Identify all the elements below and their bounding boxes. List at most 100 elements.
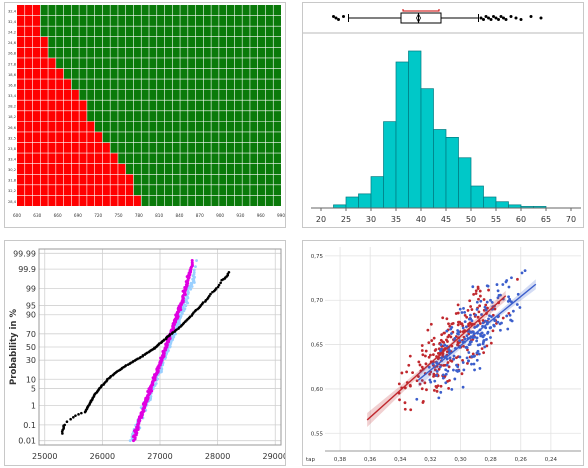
scatter-point bbox=[462, 306, 465, 310]
scatter-point bbox=[417, 360, 421, 364]
scatter-point bbox=[437, 367, 441, 371]
scatter-point bbox=[489, 341, 493, 345]
probability-point-black bbox=[171, 331, 174, 334]
heatmap-red-segment bbox=[17, 26, 41, 37]
histogram-x-tick-label: 60 bbox=[516, 215, 526, 224]
scatter-point bbox=[461, 324, 465, 328]
probability-x-tick-label: 28000 bbox=[205, 452, 230, 461]
boxplot-outlier-point bbox=[342, 15, 345, 18]
scatter-point bbox=[458, 307, 462, 311]
probability-point-black bbox=[72, 415, 75, 419]
scatter-point bbox=[489, 336, 492, 339]
heatmap-x-tick-label: 900 bbox=[216, 213, 224, 218]
scatter-point bbox=[523, 269, 527, 273]
scatter-point bbox=[441, 340, 444, 344]
scatter-y-tick-label: 0,70 bbox=[311, 298, 324, 304]
scatter-point bbox=[403, 407, 407, 411]
histogram-bar bbox=[395, 61, 409, 209]
scatter-x-tick-label: 0,32 bbox=[424, 457, 436, 463]
scatter-point bbox=[483, 305, 487, 309]
scatter-point bbox=[439, 390, 443, 394]
scatter-point bbox=[472, 292, 476, 296]
red-confidence-band bbox=[367, 290, 506, 427]
boxplot-outlier-point bbox=[492, 15, 495, 18]
scatter-point bbox=[506, 327, 510, 331]
scatter-x-tick-label: 0,38 bbox=[334, 457, 347, 463]
scatter-point bbox=[470, 340, 473, 344]
scatter-point bbox=[467, 351, 471, 354]
scatter-point bbox=[464, 325, 468, 329]
scatter-point bbox=[407, 363, 411, 367]
scatter-point bbox=[445, 363, 449, 367]
scatter-point bbox=[445, 350, 449, 354]
scatter-point bbox=[467, 359, 470, 363]
scatter-point bbox=[449, 335, 453, 339]
boxplot-outlier-point bbox=[479, 16, 483, 20]
histogram-bar bbox=[470, 185, 484, 209]
histogram-x-tick-label: 55 bbox=[491, 215, 501, 224]
probability-point-black bbox=[65, 420, 69, 424]
heatmap-row-label: 27,8 bbox=[8, 62, 17, 66]
scatter-point bbox=[484, 308, 488, 312]
scatter-x-axis-label: tap bbox=[306, 457, 316, 463]
scatter-point bbox=[431, 353, 435, 357]
scatter-point bbox=[469, 305, 473, 308]
scatter-point bbox=[445, 329, 449, 333]
heatmap-row-label: 18,6 bbox=[8, 73, 17, 77]
scatter-point bbox=[478, 343, 482, 347]
scatter-point bbox=[497, 294, 501, 297]
probability-y-tick-label: 70 bbox=[26, 330, 36, 339]
scatter-point bbox=[432, 372, 436, 376]
probability-point-lightblue bbox=[195, 259, 198, 262]
scatter-point bbox=[443, 343, 447, 347]
probability-x-tick-label: 25000 bbox=[32, 452, 57, 461]
probability-point-black bbox=[124, 364, 128, 367]
panel-histogram-chart: 20 25 30 35 40 45 50 55 60 65 70 bbox=[302, 2, 584, 228]
scatter-point bbox=[476, 315, 480, 319]
scatter-point bbox=[442, 363, 445, 367]
heatmap-x-tick-label: 870 bbox=[196, 213, 204, 218]
scatter-point bbox=[428, 378, 432, 382]
heatmap-chart: 32,4 32,4 24,2 24,6 26,8 27,8 18,6 16,8 33,4 28,2… bbox=[8, 5, 285, 218]
probability-point-lightblue bbox=[189, 281, 193, 285]
scatter-point bbox=[418, 363, 422, 367]
scatter-point bbox=[482, 340, 485, 344]
probability-y-tick-label: 1 bbox=[31, 402, 36, 411]
scatter-point bbox=[445, 357, 449, 361]
scatter-point bbox=[435, 361, 439, 365]
scatter-point bbox=[417, 375, 420, 378]
scatter-point bbox=[444, 372, 448, 376]
probability-point-black bbox=[219, 281, 222, 285]
heatmap-x-tick-label: 990 bbox=[277, 213, 285, 218]
probability-point-lightblue bbox=[192, 268, 196, 272]
scatter-point bbox=[471, 285, 475, 289]
probability-point-lightblue bbox=[194, 265, 197, 269]
scatter-point bbox=[500, 321, 503, 325]
probability-y-axis-label: Probability in % bbox=[9, 309, 19, 385]
probability-y-tick-label: 99 bbox=[26, 284, 36, 293]
scatter-point bbox=[457, 320, 460, 324]
histogram-bar bbox=[458, 157, 472, 209]
heatmap-red-segment bbox=[17, 5, 41, 16]
scatter-point bbox=[505, 279, 509, 282]
probability-point-lightblue bbox=[174, 332, 178, 336]
histogram-x-tick-label: 40 bbox=[416, 215, 426, 224]
scatter-point bbox=[467, 322, 470, 326]
blue-regression-line bbox=[417, 283, 537, 381]
scatter-point bbox=[446, 361, 450, 364]
heatmap-row-label: 16,8 bbox=[8, 83, 17, 87]
scatter-point bbox=[464, 346, 468, 349]
boxplot-box bbox=[400, 12, 442, 24]
probability-point-black bbox=[136, 357, 139, 361]
heatmap-row-label: 30,2 bbox=[8, 168, 16, 172]
scatter-point bbox=[490, 300, 494, 304]
boxplot-outlier-point bbox=[509, 15, 513, 18]
scatter-point bbox=[461, 358, 464, 362]
heatmap-red-segment bbox=[17, 131, 103, 143]
probability-point-black bbox=[217, 283, 221, 287]
scatter-point bbox=[493, 307, 497, 311]
histogram-x-tick-label: 70 bbox=[566, 215, 576, 224]
heatmap-row-label: 32,2 bbox=[8, 189, 16, 193]
scatter-point bbox=[488, 326, 492, 330]
probability-y-tick-label: 0.1 bbox=[23, 421, 36, 430]
